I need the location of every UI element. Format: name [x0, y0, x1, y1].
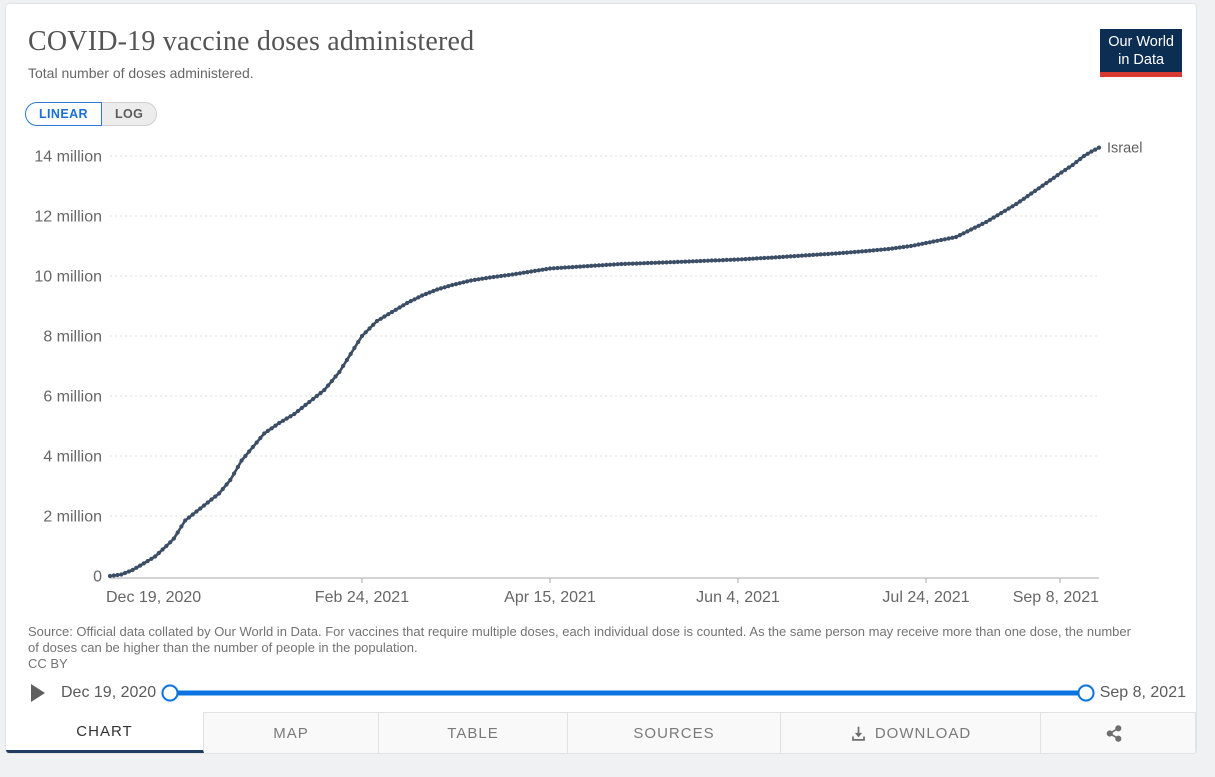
chart-header: COVID-19 vaccine doses administered Tota…	[28, 26, 474, 81]
owid-logo-line1: Our World	[1108, 34, 1174, 50]
play-icon[interactable]	[31, 684, 45, 702]
tab-chart[interactable]: CHART	[6, 712, 204, 753]
license-link[interactable]: CC BY	[28, 656, 68, 671]
tab-sources[interactable]: SOURCES	[568, 712, 781, 753]
series-label-israel: Israel	[1107, 141, 1142, 157]
svg-text:10 million: 10 million	[34, 269, 102, 286]
owid-logo-line2: in Data	[1118, 52, 1165, 68]
line-chart-plot-area[interactable]: 0 2 million 4 million 6 million 8 million 10 …	[6, 131, 1197, 609]
timeline-track[interactable]	[170, 690, 1086, 696]
page-title: COVID-19 vaccine doses administered	[28, 26, 475, 57]
svg-text:Dec 19, 2020: Dec 19, 2020	[106, 589, 201, 606]
timeline-end-handle[interactable]	[1077, 684, 1095, 702]
scale-toggle: LINEAR LOG	[25, 102, 158, 126]
svg-text:14 million: 14 million	[34, 149, 102, 166]
svg-text:Apr 15, 2021: Apr 15, 2021	[504, 589, 596, 606]
svg-text:2 million: 2 million	[43, 509, 102, 526]
owid-logo[interactable]: Our World in Data	[1100, 29, 1182, 77]
tab-download[interactable]: DOWNLOAD	[781, 712, 1041, 753]
timeline-control: Dec 19, 2020 Sep 8, 2021	[31, 678, 1186, 708]
timeline-start-handle[interactable]	[161, 684, 179, 702]
tab-table[interactable]: TABLE	[379, 712, 568, 753]
svg-text:Jun 4, 2021: Jun 4, 2021	[696, 589, 780, 606]
svg-text:Sep 8, 2021: Sep 8, 2021	[1013, 589, 1099, 606]
source-text: Source: Official data collated by Our Wo…	[28, 624, 1131, 655]
tab-share[interactable]	[1041, 712, 1196, 753]
log-scale-button[interactable]: LOG	[101, 102, 158, 126]
svg-text:12 million: 12 million	[34, 209, 102, 226]
svg-text:0: 0	[93, 569, 102, 586]
download-icon	[850, 725, 867, 742]
linear-scale-button[interactable]: LINEAR	[25, 102, 102, 126]
share-icon	[1105, 724, 1124, 743]
source-note: Source: Official data collated by Our Wo…	[28, 624, 1143, 672]
timeline-end-date: Sep 8, 2021	[1099, 684, 1186, 701]
svg-text:Jul 24, 2021: Jul 24, 2021	[882, 589, 969, 606]
svg-text:4 million: 4 million	[43, 449, 102, 466]
chart-subtitle: Total number of doses administered.	[28, 65, 254, 81]
svg-text:6 million: 6 million	[43, 389, 102, 406]
svg-text:8 million: 8 million	[43, 329, 102, 346]
chart-card: COVID-19 vaccine doses administered Tota…	[5, 3, 1197, 754]
footer-tab-bar: CHART MAP TABLE SOURCES DOWNLOAD	[6, 712, 1196, 753]
timeline-start-date: Dec 19, 2020	[61, 684, 157, 701]
svg-text:Feb 24, 2021: Feb 24, 2021	[315, 589, 409, 606]
timeline-slider[interactable]	[161, 684, 1095, 702]
tab-map[interactable]: MAP	[204, 712, 379, 753]
